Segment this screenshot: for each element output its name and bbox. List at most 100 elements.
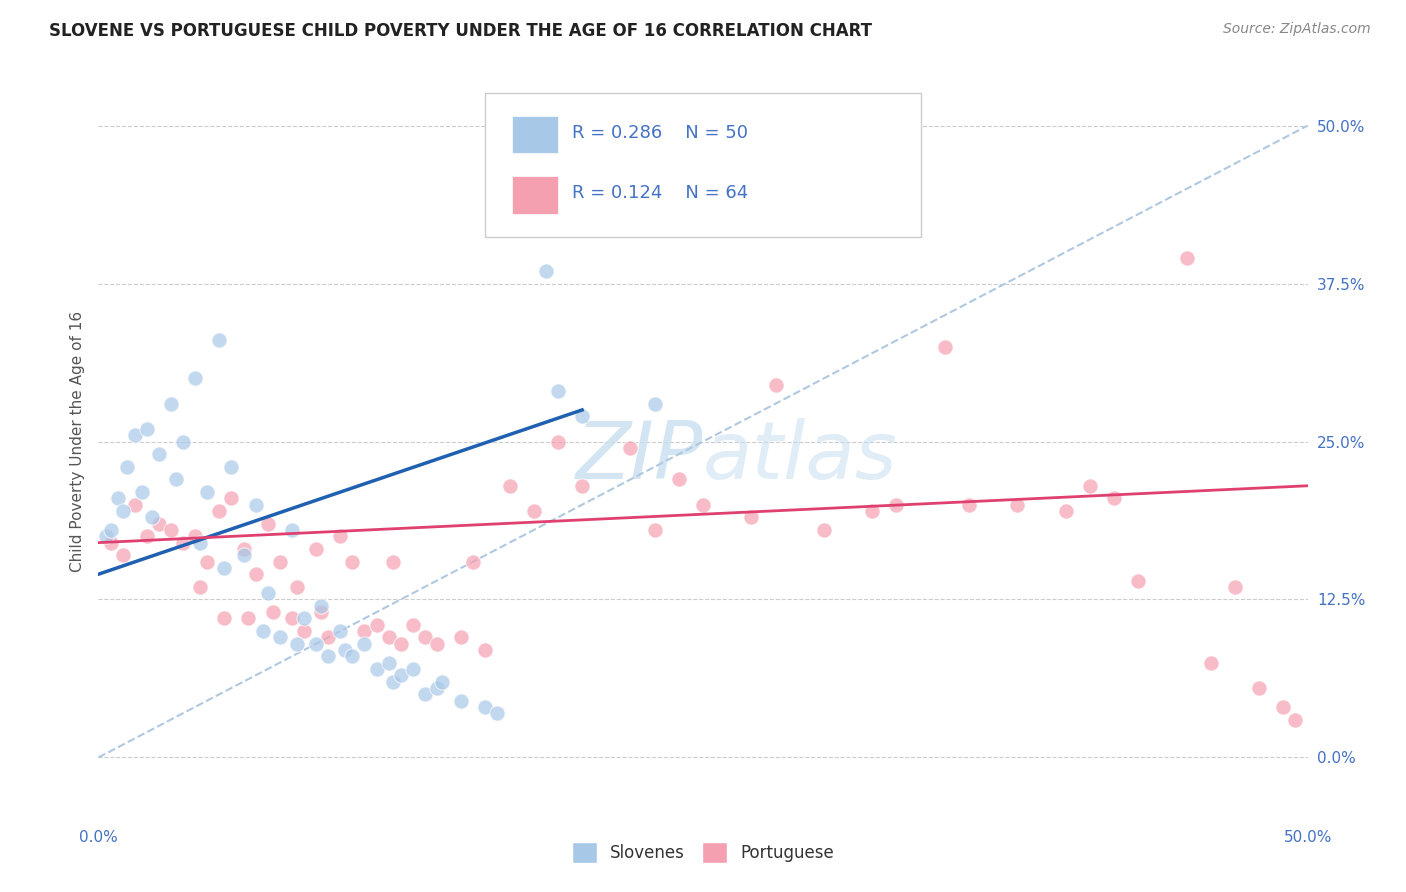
Point xyxy=(474,699,496,714)
Point xyxy=(571,409,593,424)
FancyBboxPatch shape xyxy=(512,177,558,214)
Point xyxy=(309,605,332,619)
Point xyxy=(389,637,412,651)
Point xyxy=(765,377,787,392)
Point xyxy=(389,668,412,682)
Point xyxy=(309,599,332,613)
Point xyxy=(221,491,243,506)
Point xyxy=(366,617,388,632)
Point xyxy=(860,504,883,518)
Point xyxy=(124,428,146,442)
Legend: Slovenes, Portuguese: Slovenes, Portuguese xyxy=(565,836,841,869)
Point xyxy=(534,264,557,278)
Point xyxy=(316,649,339,664)
Point xyxy=(450,693,472,707)
Point xyxy=(1175,252,1198,266)
Point xyxy=(353,624,375,639)
Point xyxy=(413,631,436,645)
Point xyxy=(208,504,231,518)
Point xyxy=(292,624,315,639)
Text: Source: ZipAtlas.com: Source: ZipAtlas.com xyxy=(1223,22,1371,37)
Point xyxy=(212,611,235,625)
Point xyxy=(208,334,231,348)
Point xyxy=(172,535,194,549)
Point xyxy=(402,662,425,676)
Point xyxy=(285,637,308,651)
Text: SLOVENE VS PORTUGUESE CHILD POVERTY UNDER THE AGE OF 16 CORRELATION CHART: SLOVENE VS PORTUGUESE CHILD POVERTY UNDE… xyxy=(49,22,872,40)
Point xyxy=(238,611,260,625)
Point xyxy=(117,459,139,474)
Point xyxy=(450,631,472,645)
Point xyxy=(184,371,207,385)
Point xyxy=(305,541,328,556)
Text: ZIP: ZIP xyxy=(575,417,703,496)
Point xyxy=(160,396,183,410)
Point xyxy=(256,516,278,531)
Point xyxy=(1054,504,1077,518)
Point xyxy=(377,631,399,645)
Point xyxy=(498,169,520,184)
Point xyxy=(292,611,315,625)
Point xyxy=(1199,656,1222,670)
Point xyxy=(281,611,304,625)
Point xyxy=(619,441,641,455)
Point xyxy=(111,548,134,563)
Text: R = 0.124    N = 64: R = 0.124 N = 64 xyxy=(572,185,748,202)
Point xyxy=(135,422,157,436)
Point xyxy=(305,637,328,651)
Point xyxy=(1223,580,1246,594)
Point xyxy=(188,580,211,594)
Point xyxy=(111,504,134,518)
Point xyxy=(547,384,569,398)
FancyBboxPatch shape xyxy=(512,116,558,153)
Point xyxy=(377,656,399,670)
Point xyxy=(668,473,690,487)
Point xyxy=(124,498,146,512)
Point xyxy=(333,643,356,657)
Point xyxy=(1007,498,1029,512)
Point xyxy=(1284,713,1306,727)
Y-axis label: Child Poverty Under the Age of 16: Child Poverty Under the Age of 16 xyxy=(69,311,84,572)
Point xyxy=(1102,491,1125,506)
Point xyxy=(141,510,163,524)
Point xyxy=(107,491,129,506)
Point xyxy=(232,548,254,563)
Point xyxy=(172,434,194,449)
Point xyxy=(245,498,267,512)
Point xyxy=(426,681,449,695)
Point xyxy=(523,504,546,518)
FancyBboxPatch shape xyxy=(485,93,921,236)
Point xyxy=(644,396,666,410)
Point xyxy=(463,555,485,569)
Point xyxy=(413,687,436,701)
Point xyxy=(1128,574,1150,588)
Point xyxy=(245,567,267,582)
Point xyxy=(382,555,405,569)
Point xyxy=(135,529,157,543)
Point xyxy=(165,473,187,487)
Point xyxy=(188,535,211,549)
Point xyxy=(1272,699,1295,714)
Point xyxy=(571,479,593,493)
Point xyxy=(474,643,496,657)
Point xyxy=(886,498,908,512)
Point xyxy=(547,434,569,449)
Point xyxy=(212,561,235,575)
Point xyxy=(366,662,388,676)
Point xyxy=(426,637,449,651)
Point xyxy=(382,674,405,689)
Point xyxy=(486,706,509,721)
Point xyxy=(644,523,666,537)
Point xyxy=(1249,681,1271,695)
Point xyxy=(184,529,207,543)
Point xyxy=(1078,479,1101,493)
Point xyxy=(430,674,453,689)
Point xyxy=(740,510,762,524)
Point xyxy=(813,523,835,537)
Point xyxy=(195,555,218,569)
Point xyxy=(269,631,291,645)
Point xyxy=(342,649,364,664)
Point xyxy=(160,523,183,537)
Point xyxy=(329,529,352,543)
Point xyxy=(148,447,170,461)
